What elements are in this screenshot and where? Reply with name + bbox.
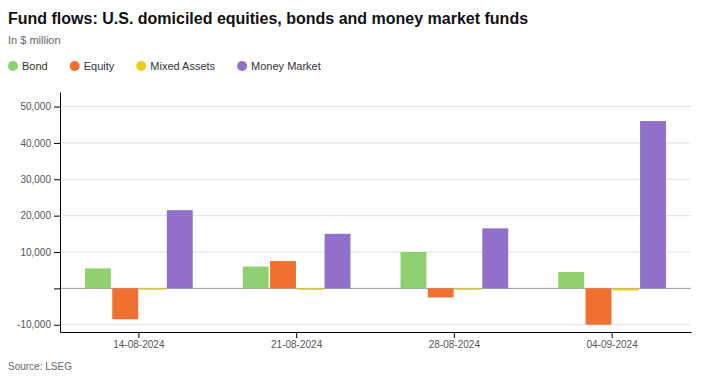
bar [140, 288, 166, 289]
bar [85, 268, 111, 288]
bar [325, 234, 351, 289]
x-tick: 21-08-2024 [271, 332, 323, 350]
y-tick-label: 10,000 [20, 247, 51, 258]
x-tick-mark [138, 332, 139, 338]
legend-swatch [8, 61, 18, 71]
x-tick: 04-09-2024 [587, 332, 639, 350]
legend-swatch [136, 61, 146, 71]
x-tick: 14-08-2024 [113, 332, 165, 350]
bar [401, 252, 427, 288]
bar [613, 288, 639, 290]
grid-line [60, 215, 691, 216]
y-tick-mark [54, 252, 60, 253]
y-tick-label: 30,000 [20, 174, 51, 185]
y-tick-mark [54, 143, 60, 144]
bar [167, 210, 193, 288]
subtitle: In $ million [8, 34, 61, 46]
legend-swatch [70, 61, 80, 71]
grid-line [60, 179, 691, 180]
legend-item: Money Market [237, 60, 321, 72]
y-tick: -10,000 [17, 319, 60, 330]
x-tick-mark [454, 332, 455, 338]
series [140, 288, 639, 290]
bar [586, 288, 612, 324]
x-tick-label: 04-09-2024 [587, 339, 639, 350]
y-tick-mark [54, 107, 60, 108]
y-tick: 40,000 [20, 138, 60, 149]
legend-label: Bond [22, 60, 48, 72]
y-axis-line [60, 93, 61, 333]
y-tick: 20,000 [20, 210, 60, 221]
bar [243, 267, 269, 289]
legend-item: Mixed Assets [136, 60, 215, 72]
x-tick: 28-08-2024 [429, 332, 481, 350]
x-tick-mark [612, 332, 613, 338]
x-axis-line [61, 332, 692, 333]
y-tick-mark [54, 216, 60, 217]
legend-label: Money Market [251, 60, 321, 72]
bar [112, 288, 138, 319]
y-tick: 30,000 [20, 174, 60, 185]
y-tick [54, 288, 60, 289]
x-tick-mark [296, 332, 297, 338]
x-tick-label: 21-08-2024 [271, 339, 323, 350]
series [167, 121, 666, 288]
y-tick-mark [54, 288, 60, 289]
legend-label: Equity [84, 60, 115, 72]
bar [428, 288, 454, 297]
plot: -10,000 10,000 20,000 30,000 40,000 50,000 14-… [17, 93, 691, 351]
x-tick-label: 14-08-2024 [113, 339, 165, 350]
y-tick: 50,000 [20, 101, 60, 112]
bar [558, 272, 584, 288]
legend-item: Equity [70, 60, 115, 72]
bar [270, 261, 296, 288]
x-axis: 14-08-2024 21-08-2024 28-08-2024 04-09-2024 [61, 332, 692, 350]
legend: Bond Equity Mixed Assets Money Market [8, 60, 321, 72]
grid-line [60, 142, 691, 143]
x-tick-label: 28-08-2024 [429, 339, 481, 350]
y-tick-label: 50,000 [20, 101, 51, 112]
legend-label: Mixed Assets [150, 60, 215, 72]
title: Fund flows: U.S. domiciled equities, bon… [8, 10, 528, 27]
legend-item: Bond [8, 60, 48, 72]
y-tick-mark [54, 325, 60, 326]
y-tick-label: 40,000 [20, 138, 51, 149]
chart: Fund flows: U.S. domiciled equities, bon… [0, 0, 707, 376]
grid [60, 107, 691, 325]
bar [640, 121, 666, 288]
y-tick-label: 20,000 [20, 210, 51, 221]
source: Source: LSEG [8, 361, 72, 372]
y-tick-label: -10,000 [17, 319, 51, 330]
grid-line [60, 106, 691, 107]
bars [85, 121, 666, 325]
grid-line [60, 252, 691, 253]
bar [297, 288, 323, 289]
y-axis: -10,000 10,000 20,000 30,000 40,000 50,000 [17, 93, 60, 333]
bar [455, 288, 481, 289]
legend-swatch [237, 61, 247, 71]
y-tick-mark [54, 179, 60, 180]
y-tick: 10,000 [20, 247, 60, 258]
bar [482, 228, 508, 288]
